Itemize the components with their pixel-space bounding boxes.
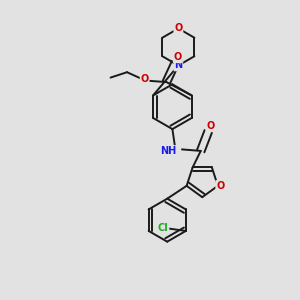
Text: N: N <box>174 61 182 70</box>
Text: NH: NH <box>160 146 176 156</box>
Text: O: O <box>174 23 182 34</box>
Text: O: O <box>216 181 224 191</box>
Text: O: O <box>140 74 149 84</box>
Text: Cl: Cl <box>158 223 169 232</box>
Text: O: O <box>206 121 215 131</box>
Text: O: O <box>174 52 182 62</box>
